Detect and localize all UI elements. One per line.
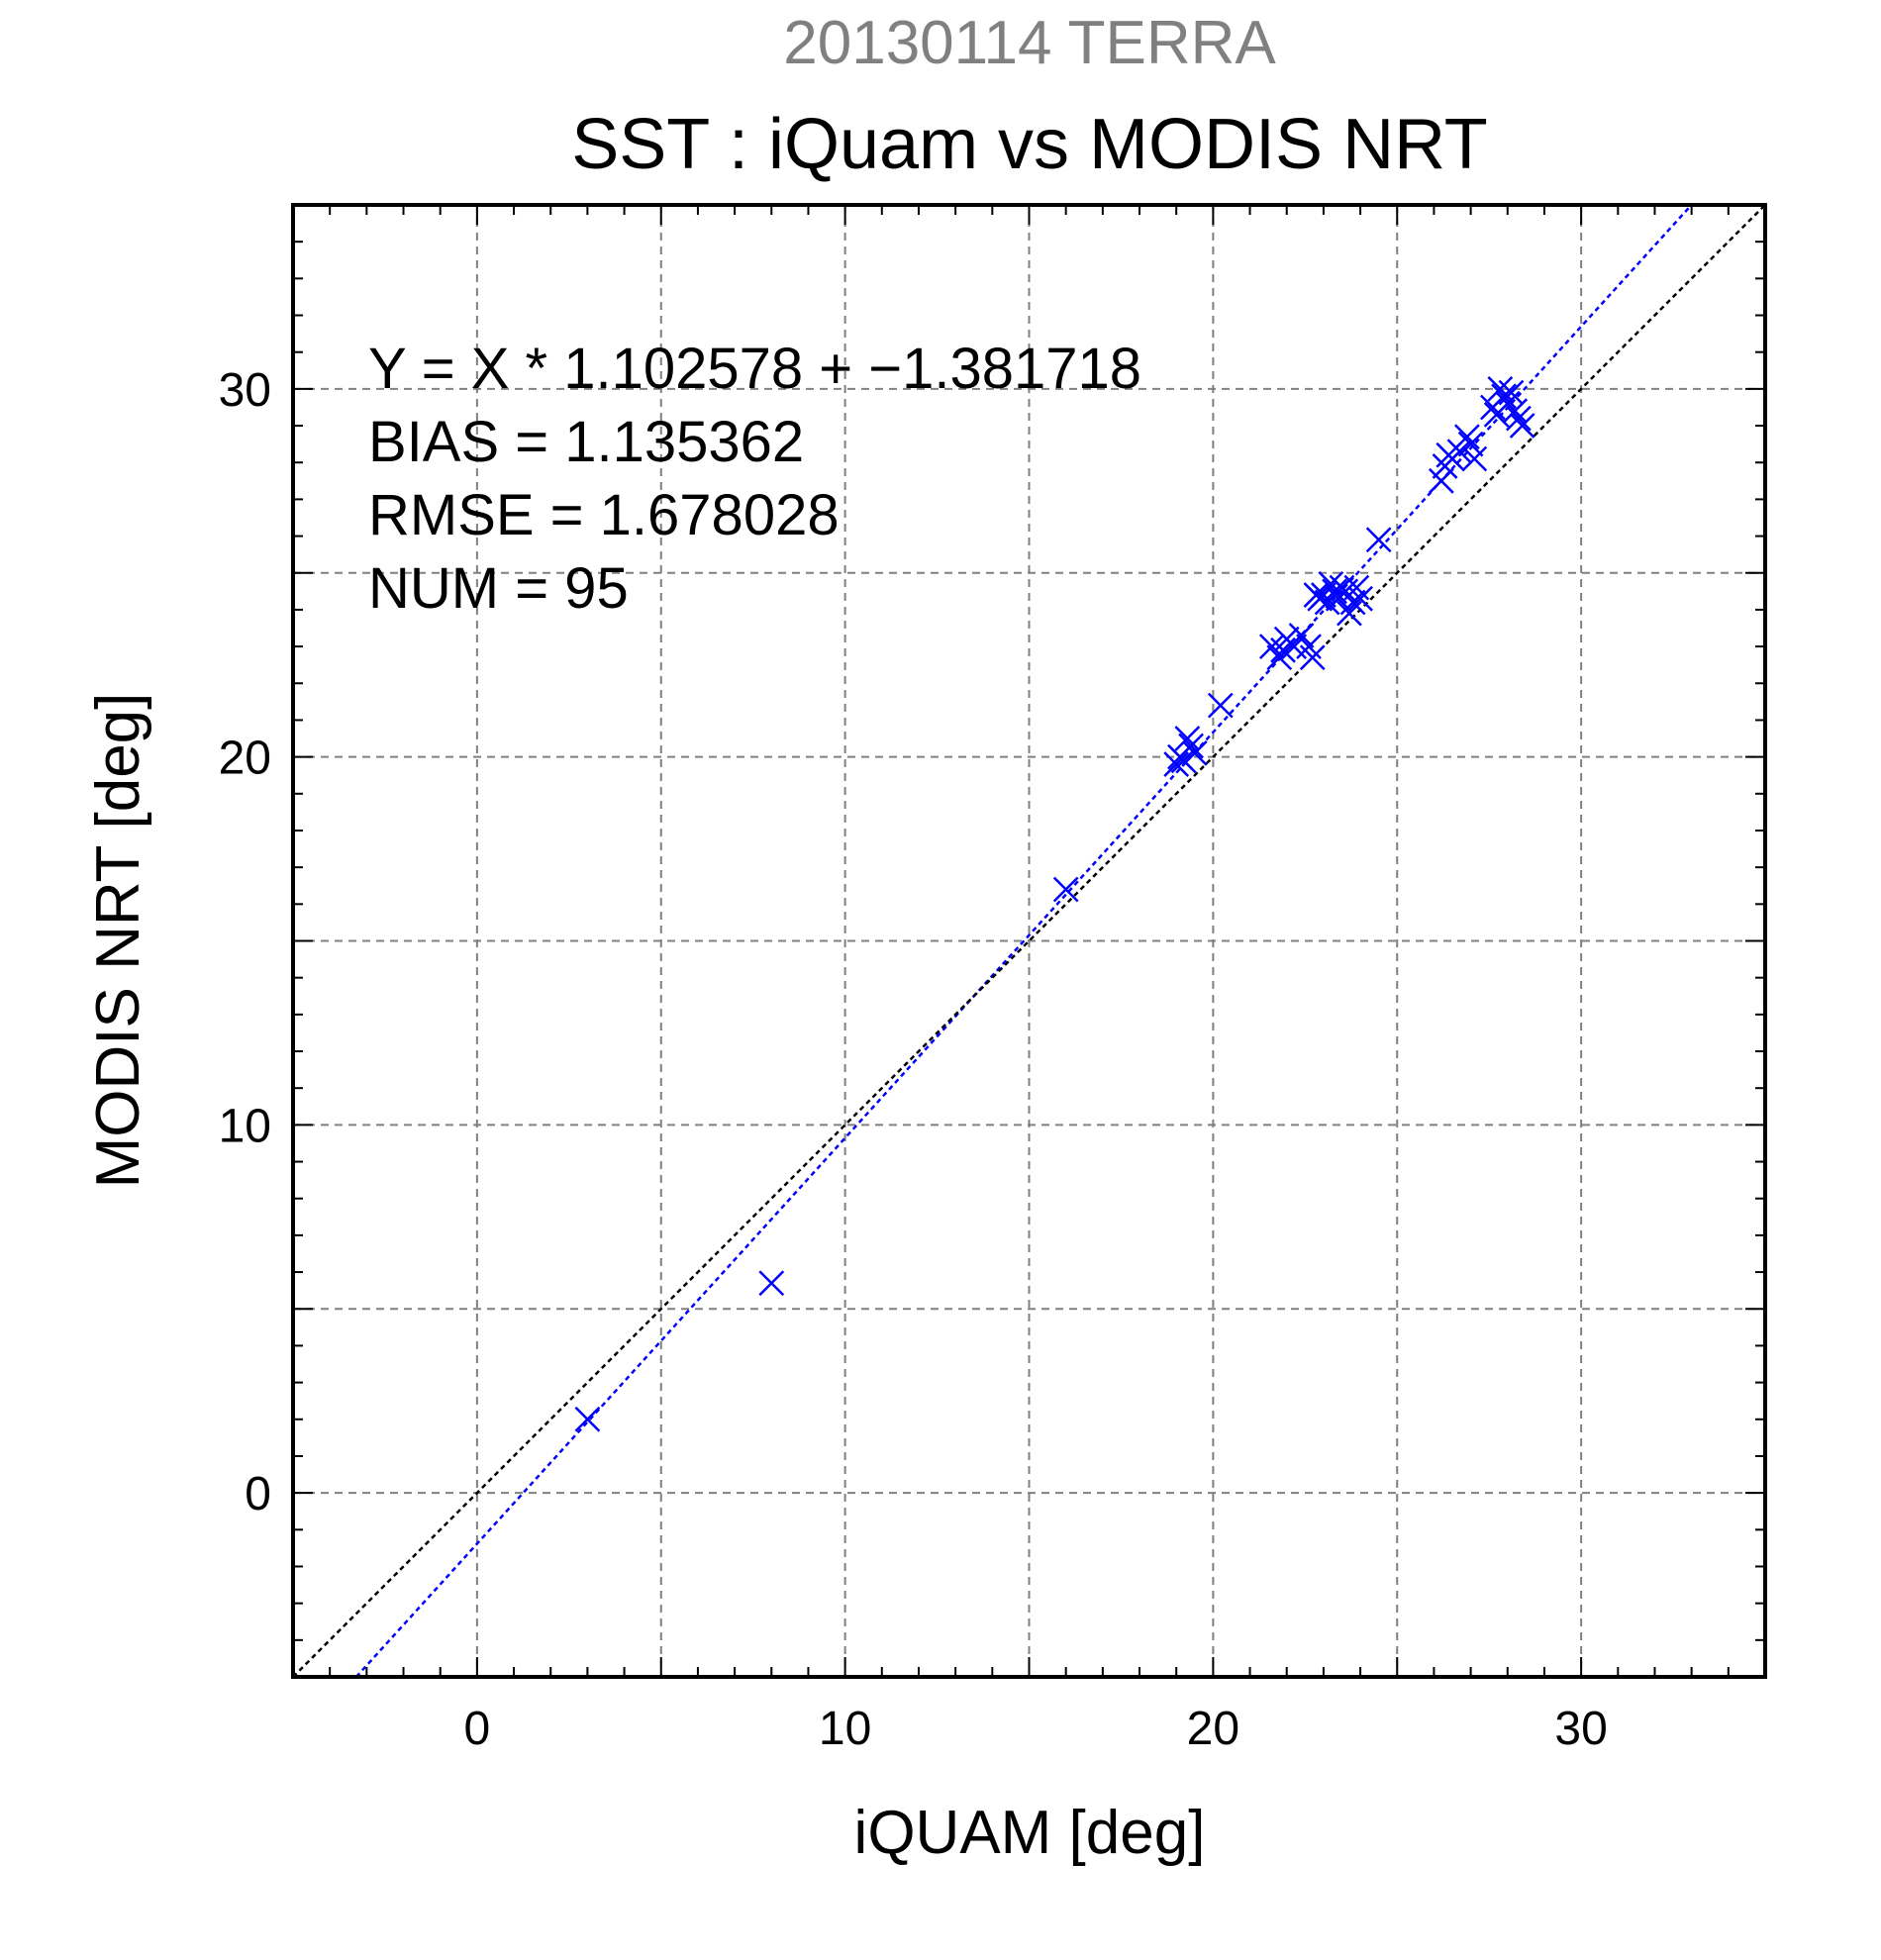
data-point-stroke — [1506, 405, 1532, 432]
data-point — [1428, 467, 1454, 494]
data-point — [1453, 424, 1480, 450]
data-point-stroke — [1163, 751, 1190, 777]
data-point-stroke — [1181, 740, 1208, 766]
data-point — [758, 1270, 785, 1297]
grid — [293, 205, 1765, 1677]
data-point-stroke — [1502, 398, 1529, 425]
data-point — [1174, 726, 1201, 751]
data-point — [1163, 751, 1190, 777]
data-point-stroke — [1258, 634, 1285, 659]
data-point — [1506, 405, 1532, 432]
data-point-stroke — [1339, 589, 1366, 616]
chart-suptitle: 20130114 TERRA — [783, 9, 1276, 77]
stats-box: Y = X * 1.102578 + −1.381718 BIAS = 1.13… — [368, 337, 1141, 621]
num-value: NUM = 95 — [368, 556, 629, 621]
data-point-stroke — [1365, 527, 1392, 553]
data-point-stroke — [1052, 876, 1079, 903]
fit-equation: Y = X * 1.102578 + −1.381718 — [368, 337, 1141, 401]
data-point-stroke — [1174, 726, 1201, 751]
data-point-stroke — [574, 1406, 601, 1432]
data-point-stroke — [1266, 644, 1293, 671]
data-point — [1181, 740, 1208, 766]
data-point — [1299, 644, 1326, 671]
data-point — [1207, 692, 1234, 719]
y-tick-label: 0 — [245, 1468, 271, 1520]
fit-line — [354, 204, 1693, 1678]
data-point-stroke — [1461, 445, 1488, 472]
data-point — [1365, 527, 1392, 553]
data-point-stroke — [1453, 424, 1480, 450]
data-point-stroke — [1509, 413, 1535, 439]
data-point-stroke — [1347, 585, 1373, 612]
data-point-stroke — [1207, 692, 1234, 719]
x-tick-label: 20 — [1187, 1703, 1239, 1755]
data-point-stroke — [1428, 467, 1454, 494]
reference-lines — [292, 204, 1766, 1678]
y-tick-label: 20 — [219, 733, 271, 785]
data-point — [1509, 413, 1535, 439]
data-point-stroke — [1170, 747, 1197, 774]
data-point — [1347, 585, 1373, 612]
data-point-stroke — [1178, 733, 1204, 759]
data-point — [1502, 398, 1529, 425]
data-point — [1457, 431, 1484, 457]
data-point-stroke — [758, 1270, 785, 1297]
data-point-stroke — [1296, 634, 1322, 659]
y-tick-label: 30 — [219, 364, 271, 417]
x-tick-label: 10 — [819, 1703, 871, 1755]
data-point-stroke — [1343, 574, 1370, 601]
x-tick-label: 0 — [464, 1703, 491, 1755]
data-point-stroke — [1491, 383, 1517, 410]
plot-frame — [291, 203, 1767, 1679]
data-point — [1288, 623, 1315, 648]
data-point — [1446, 439, 1473, 464]
data-point — [1339, 589, 1366, 616]
data-point — [1322, 578, 1347, 605]
data-point — [1461, 445, 1488, 472]
bias-value: BIAS = 1.135362 — [368, 410, 804, 474]
data-point-stroke — [1299, 644, 1326, 671]
data-point — [1491, 383, 1517, 410]
y-tick-label: 10 — [219, 1100, 271, 1152]
data-point — [1178, 733, 1204, 759]
data-point — [574, 1406, 601, 1432]
data-point — [1266, 644, 1293, 671]
data-point-stroke — [1487, 375, 1514, 402]
data-point-stroke — [1318, 571, 1344, 597]
data-points — [574, 375, 1535, 1432]
data-point-stroke — [1288, 623, 1315, 648]
x-axis-label: iQUAM [deg] — [854, 1799, 1206, 1867]
data-point-stroke — [1457, 431, 1484, 457]
data-point — [1170, 747, 1197, 774]
chart-title: SST : iQuam vs MODIS NRT — [571, 105, 1488, 184]
data-point-stroke — [1446, 439, 1473, 464]
rmse-value: RMSE = 1.678028 — [368, 483, 840, 547]
data-point — [1052, 876, 1079, 903]
y-axis-label: MODIS NRT [deg] — [84, 693, 152, 1189]
data-point-stroke — [1322, 578, 1347, 605]
x-tick-label: 30 — [1554, 1703, 1607, 1755]
